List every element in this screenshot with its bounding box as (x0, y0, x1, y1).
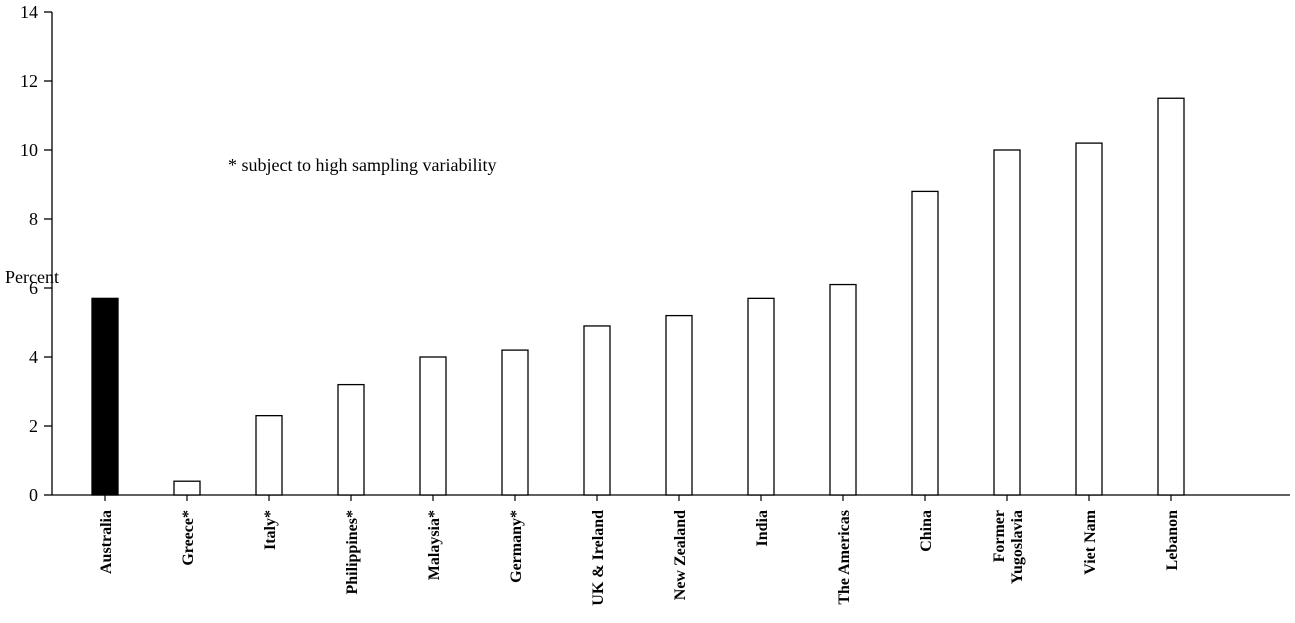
bar (1157, 97, 1185, 496)
bar (501, 349, 529, 496)
bar (829, 283, 857, 496)
y-tick-label: 12 (20, 71, 38, 91)
x-axis (52, 494, 1290, 501)
bar (583, 325, 611, 496)
y-tick-label: 8 (29, 209, 38, 229)
bar (91, 297, 119, 496)
category-label: Germany* (508, 510, 525, 583)
bar (419, 356, 447, 496)
category-labels: Australia Greece* Italy* Philippines* Malays… (98, 509, 1181, 605)
category-label: Philippines* (344, 510, 361, 594)
y-tick-label: 2 (29, 416, 38, 436)
y-tick-label: 6 (29, 278, 38, 298)
category-label: Lebanon (1164, 510, 1181, 571)
bar (665, 314, 693, 496)
bar (1075, 142, 1103, 496)
category-label: The Americas (836, 510, 853, 605)
bar (747, 297, 775, 496)
y-axis: 0 2 4 6 8 10 12 14 (20, 2, 53, 505)
category-label: FormerYugoslavia (991, 510, 1026, 584)
category-label: UK & Ireland (590, 510, 607, 606)
y-tick-label: 14 (20, 2, 38, 22)
category-label: New Zealand (672, 510, 689, 600)
category-label: China (918, 510, 935, 552)
category-label: India (754, 510, 771, 546)
bar (255, 414, 283, 496)
category-label: Italy* (262, 510, 279, 550)
y-tick-label: 4 (29, 347, 38, 367)
bars (91, 97, 1185, 496)
y-tick-label: 0 (29, 485, 38, 505)
category-label: Viet Nam (1082, 509, 1099, 574)
bar (337, 383, 365, 496)
y-tick-label: 10 (20, 140, 38, 160)
bar (173, 480, 201, 496)
y-axis-title: Percent (5, 267, 59, 287)
category-label: Australia (98, 510, 115, 574)
category-label: Malaysia* (426, 510, 443, 580)
bar (993, 149, 1021, 496)
category-label: Greece* (180, 510, 197, 566)
bar (911, 190, 939, 496)
sampling-note: * subject to high sampling variability (228, 155, 496, 175)
